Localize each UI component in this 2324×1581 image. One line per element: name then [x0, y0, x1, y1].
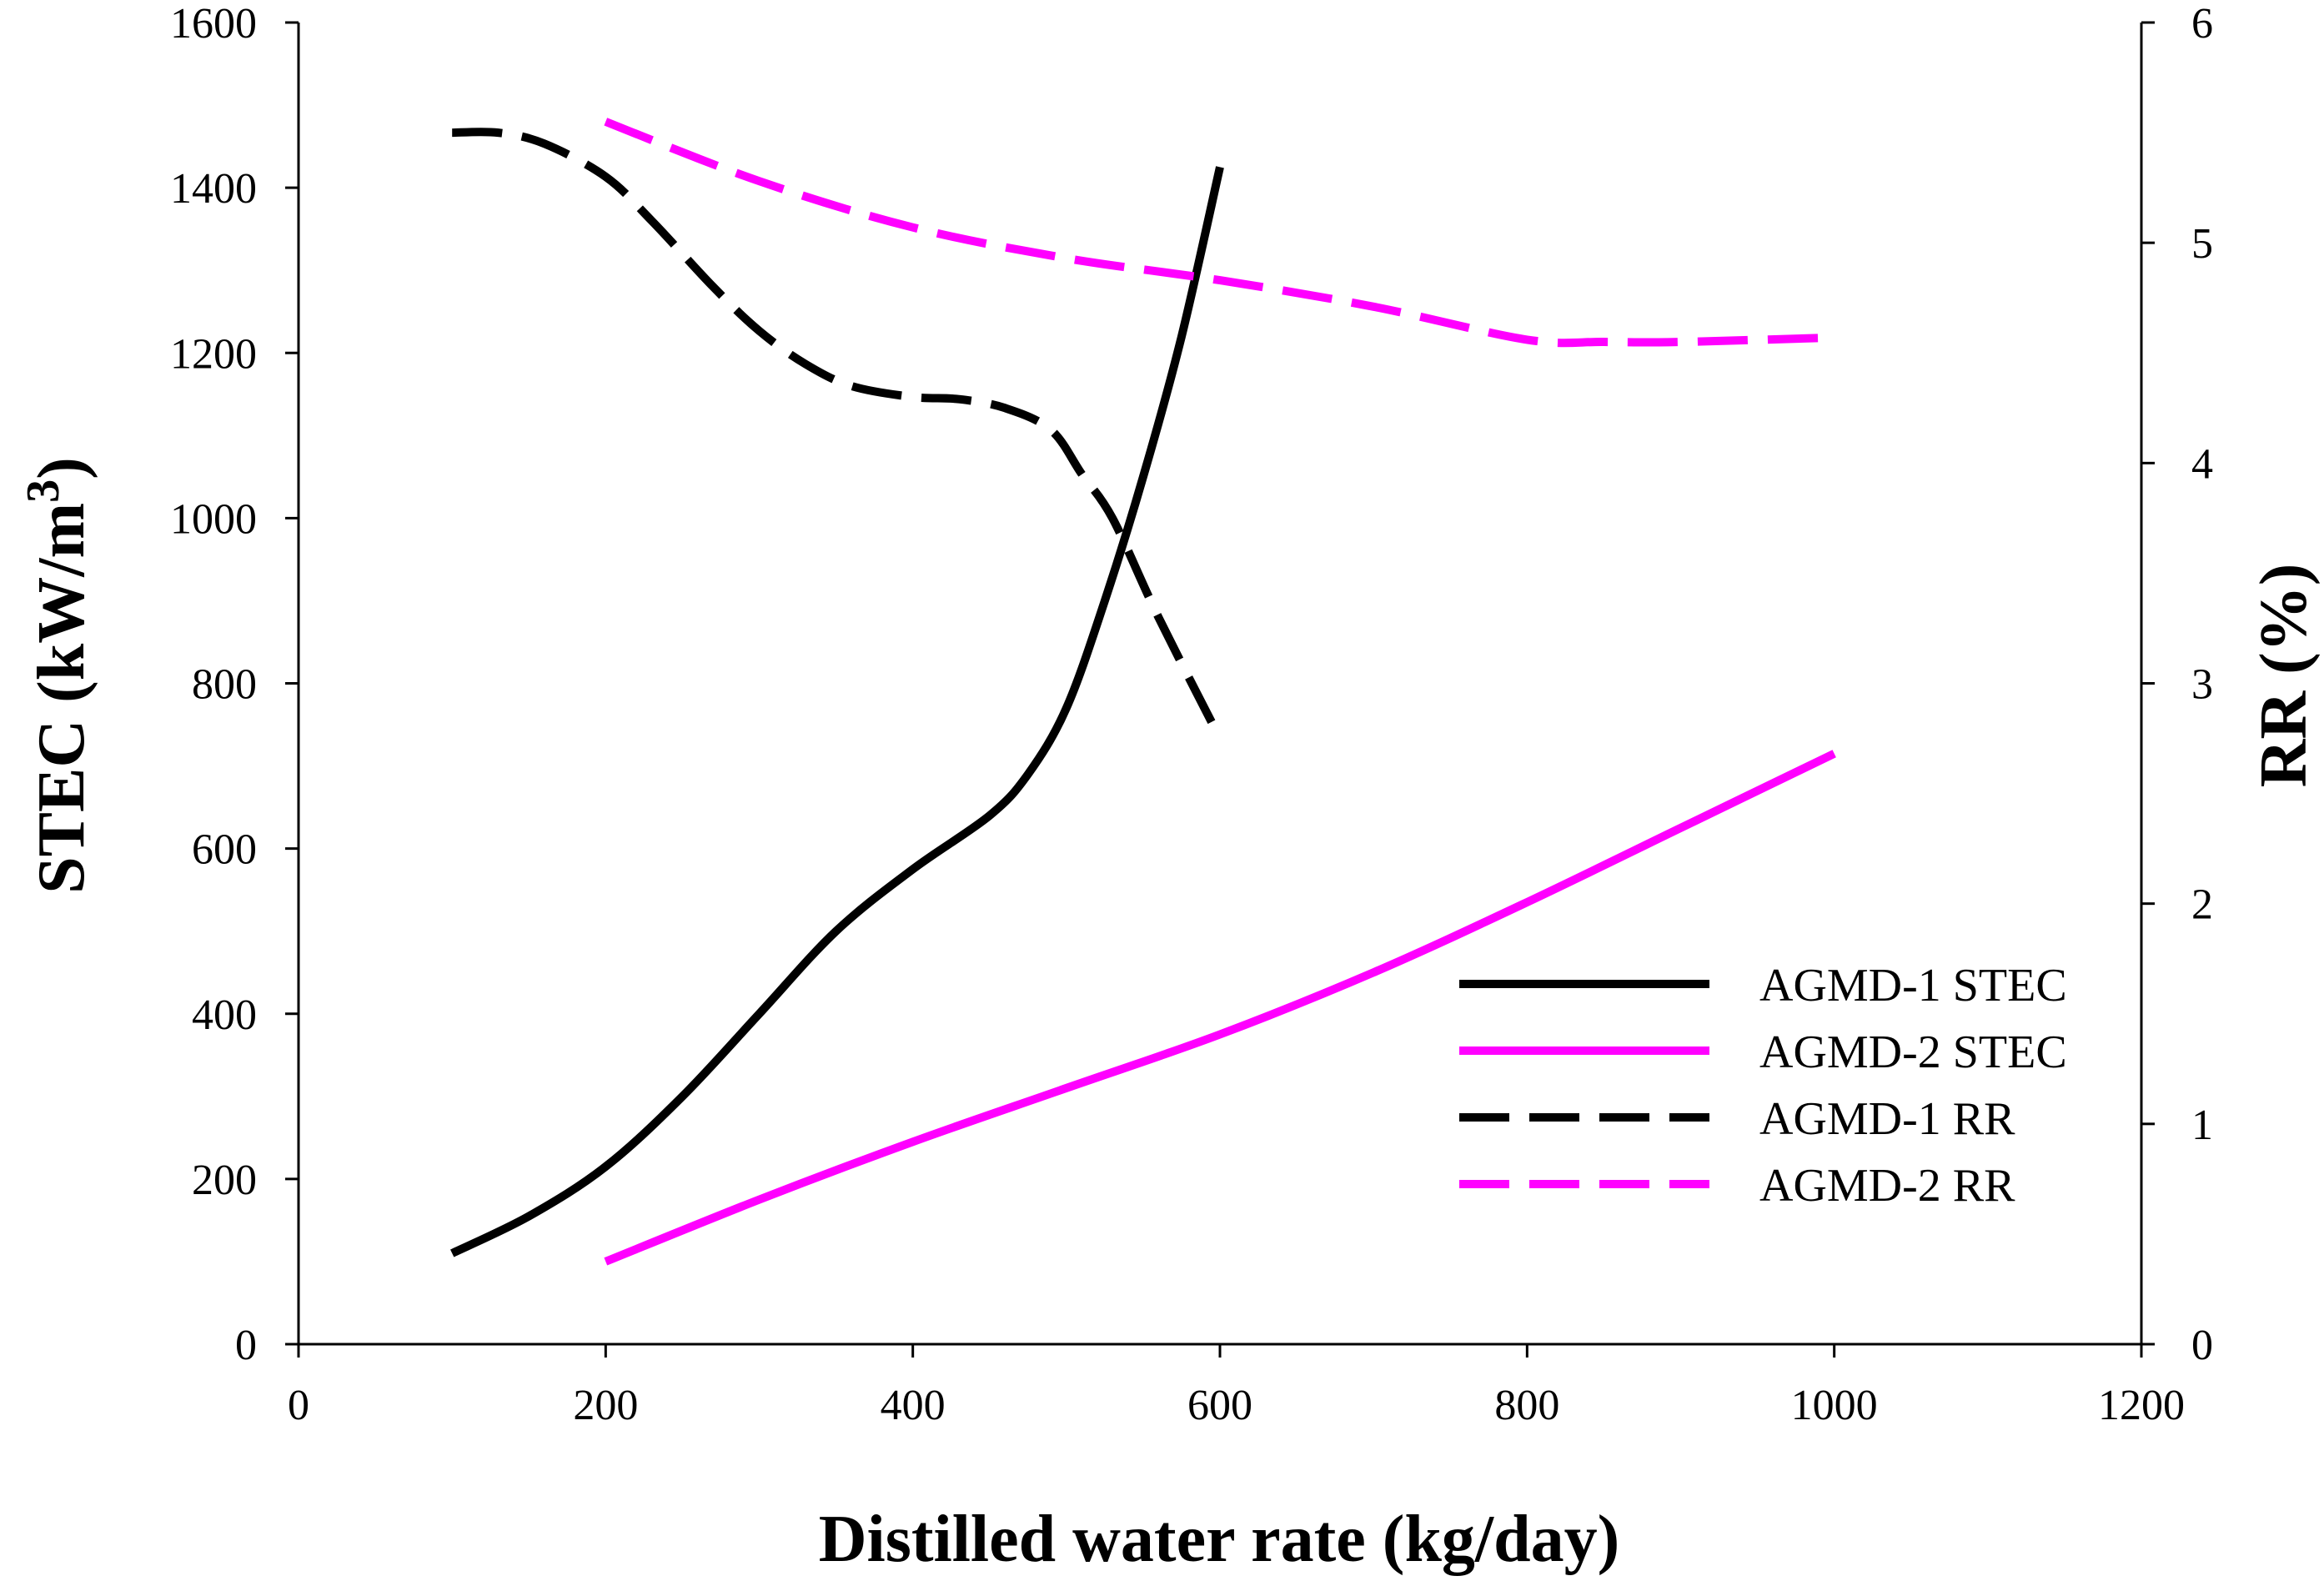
x-tick-label-1000: 1000 — [1791, 1382, 1878, 1429]
x-tick-label-1200: 1200 — [2098, 1382, 2185, 1429]
y-right-tick-label-6: 6 — [2191, 0, 2213, 48]
y-left-axis-title-close: ) — [25, 457, 98, 479]
y-left-axis-title-main: STEC (kW/m — [25, 503, 98, 894]
y-left-tick-label-600: 600 — [192, 826, 257, 874]
legend-label-agmd-1-stec: AGMD-1 STEC — [1759, 960, 2067, 1011]
series-line-agmd-1-stec — [450, 166, 1224, 1257]
x-axis-title: Distilled water rate (kg/day) — [819, 1503, 1620, 1576]
y-left-tick-label-1400: 1400 — [170, 165, 257, 213]
y-right-tick-label-0: 0 — [2191, 1322, 2213, 1369]
y-right-tick-label-5: 5 — [2191, 220, 2213, 268]
y-right-tick-label-1: 1 — [2191, 1102, 2213, 1149]
y-right-tick-label-4: 4 — [2191, 440, 2213, 488]
axis-titles: Distilled water rate (kg/day) STEC (kW/m… — [18, 457, 2321, 1576]
x-tick-label-400: 400 — [881, 1382, 946, 1429]
series-line-agmd-2-stec — [604, 750, 1836, 1266]
x-tick-label-200: 200 — [573, 1382, 638, 1429]
x-tick-label-800: 800 — [1494, 1382, 1559, 1429]
y-left-tick-label-1000: 1000 — [170, 495, 257, 543]
series-line-agmd-1-rr — [452, 128, 1224, 740]
legend-label-agmd-2-stec: AGMD-2 STEC — [1759, 1026, 2067, 1078]
y-left-axis-title-superscript: 3 — [18, 479, 69, 503]
y-right-axis-title: RR (%) — [2247, 564, 2321, 788]
y-left-tick-label-1600: 1600 — [170, 0, 257, 48]
axes: 0 200 400 600 800 1000 12000200400600800100012… — [170, 0, 2213, 1429]
y-left-tick-label-800: 800 — [192, 661, 257, 709]
series-line-agmd-2-rr — [604, 118, 1835, 348]
x-tick-label-600: 600 — [1187, 1382, 1252, 1429]
y-right-tick-label-2: 2 — [2191, 881, 2213, 929]
legend: AGMD-1 STEC AGMD-2 STEC AGMD-1 RR AGMD-2 RR — [1459, 960, 2067, 1212]
y-left-tick-label-400: 400 — [192, 991, 257, 1039]
legend-label-agmd-2-rr: AGMD-2 RR — [1759, 1160, 2015, 1212]
y-left-axis-title: STEC (kW/m3) — [18, 457, 98, 894]
legend-label-agmd-1-rr: AGMD-1 RR — [1759, 1093, 2015, 1145]
y-left-tick-label-1200: 1200 — [170, 330, 257, 378]
y-right-tick-label-3: 3 — [2191, 661, 2213, 709]
x-tick-label-0: 0 — [288, 1382, 309, 1429]
y-left-tick-label-200: 200 — [192, 1157, 257, 1204]
y-left-tick-label-0: 0 — [235, 1322, 257, 1369]
series-layer — [450, 118, 1836, 1266]
